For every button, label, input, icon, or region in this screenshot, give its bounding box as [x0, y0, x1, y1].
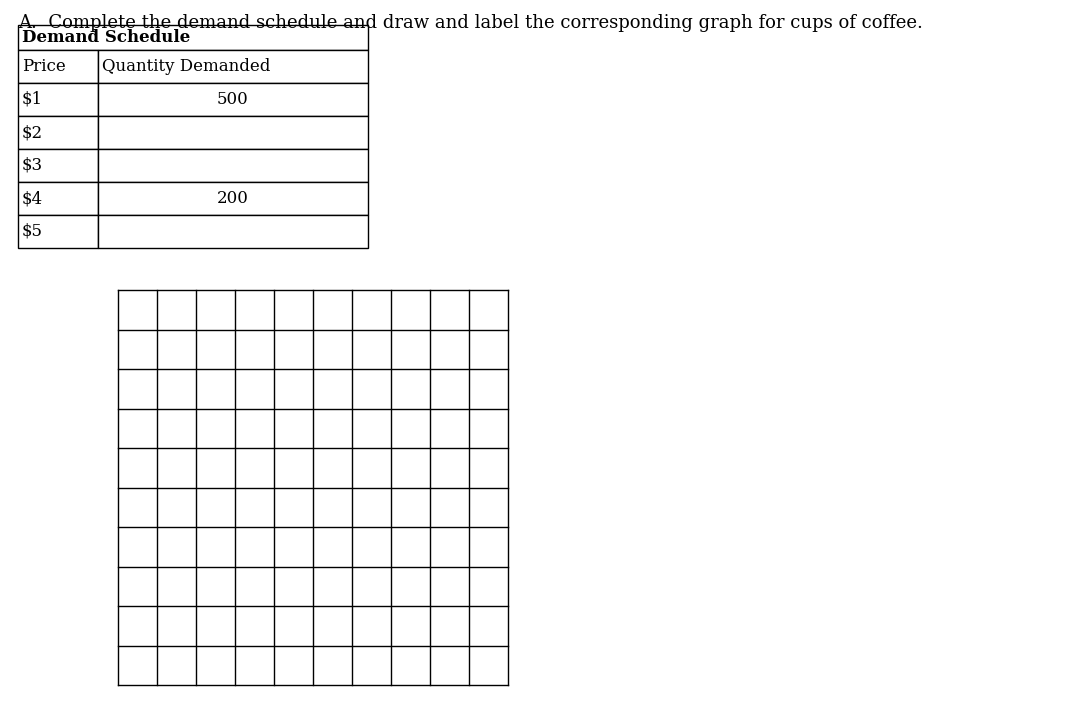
Text: $4: $4	[22, 190, 44, 207]
Bar	[18, 83, 98, 116]
Bar	[18, 50, 98, 83]
Text: Price: Price	[22, 58, 65, 75]
Text: 500: 500	[218, 91, 249, 108]
Bar	[18, 182, 98, 215]
Bar	[18, 215, 98, 248]
Bar	[98, 149, 368, 182]
Text: Demand Schedule: Demand Schedule	[22, 29, 190, 46]
Text: $1: $1	[22, 91, 44, 108]
Text: $2: $2	[22, 124, 44, 141]
Text: $5: $5	[22, 223, 44, 240]
Bar	[18, 116, 98, 149]
Bar	[98, 50, 368, 83]
Text: Quantity Demanded: Quantity Demanded	[102, 58, 271, 75]
Bar	[18, 149, 98, 182]
Bar	[98, 215, 368, 248]
Bar	[98, 182, 368, 215]
Text: A.  Complete the demand schedule and draw and label the corresponding graph for : A. Complete the demand schedule and draw…	[18, 14, 923, 32]
Bar	[18, 25, 368, 50]
Bar	[98, 116, 368, 149]
Text: $3: $3	[22, 157, 44, 174]
Bar	[98, 83, 368, 116]
Text: 200: 200	[218, 190, 249, 207]
